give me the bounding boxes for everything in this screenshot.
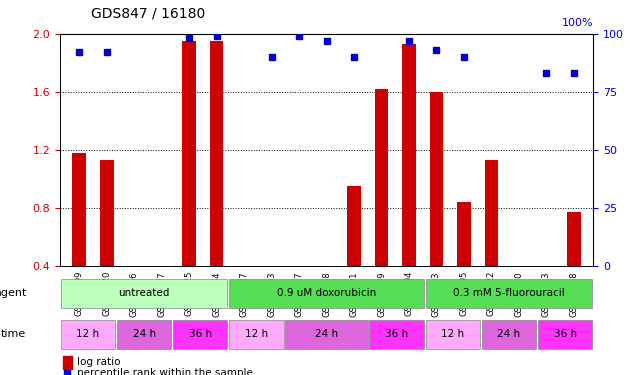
Text: 12 h: 12 h bbox=[441, 329, 464, 339]
Text: untreated: untreated bbox=[119, 288, 170, 298]
Bar bbox=[61, 279, 228, 308]
Text: 36 h: 36 h bbox=[189, 329, 212, 339]
Bar bbox=[173, 320, 228, 349]
Bar bbox=[285, 320, 368, 349]
Text: log ratio: log ratio bbox=[77, 357, 121, 368]
Bar bbox=[117, 320, 172, 349]
Bar bbox=[457, 202, 471, 266]
Bar bbox=[370, 320, 424, 349]
Text: 100%: 100% bbox=[562, 18, 593, 28]
Text: 24 h: 24 h bbox=[315, 329, 338, 339]
Bar bbox=[61, 320, 115, 349]
Text: 12 h: 12 h bbox=[76, 329, 100, 339]
Text: percentile rank within the sample: percentile rank within the sample bbox=[77, 368, 253, 375]
Bar bbox=[430, 92, 444, 266]
Text: 36 h: 36 h bbox=[385, 329, 408, 339]
Bar bbox=[425, 279, 593, 308]
Text: 24 h: 24 h bbox=[133, 329, 156, 339]
Bar bbox=[425, 320, 480, 349]
Text: agent: agent bbox=[0, 288, 27, 298]
Bar bbox=[538, 320, 593, 349]
Bar bbox=[347, 186, 361, 266]
Bar bbox=[100, 160, 114, 266]
Bar bbox=[481, 320, 536, 349]
Bar bbox=[73, 153, 86, 266]
Text: 12 h: 12 h bbox=[245, 329, 268, 339]
Text: 36 h: 36 h bbox=[553, 329, 577, 339]
Bar bbox=[182, 41, 196, 266]
Text: 24 h: 24 h bbox=[497, 329, 521, 339]
Bar bbox=[229, 279, 424, 308]
Bar bbox=[62, 356, 72, 369]
Bar bbox=[229, 320, 283, 349]
Bar bbox=[375, 89, 389, 266]
Bar bbox=[402, 44, 416, 266]
Text: 0.9 uM doxorubicin: 0.9 uM doxorubicin bbox=[277, 288, 376, 298]
Text: time: time bbox=[1, 329, 27, 339]
Text: 0.3 mM 5-fluorouracil: 0.3 mM 5-fluorouracil bbox=[453, 288, 565, 298]
Text: GDS847 / 16180: GDS847 / 16180 bbox=[91, 7, 206, 21]
Bar bbox=[209, 41, 223, 266]
Bar bbox=[485, 160, 498, 266]
Bar bbox=[567, 213, 581, 266]
